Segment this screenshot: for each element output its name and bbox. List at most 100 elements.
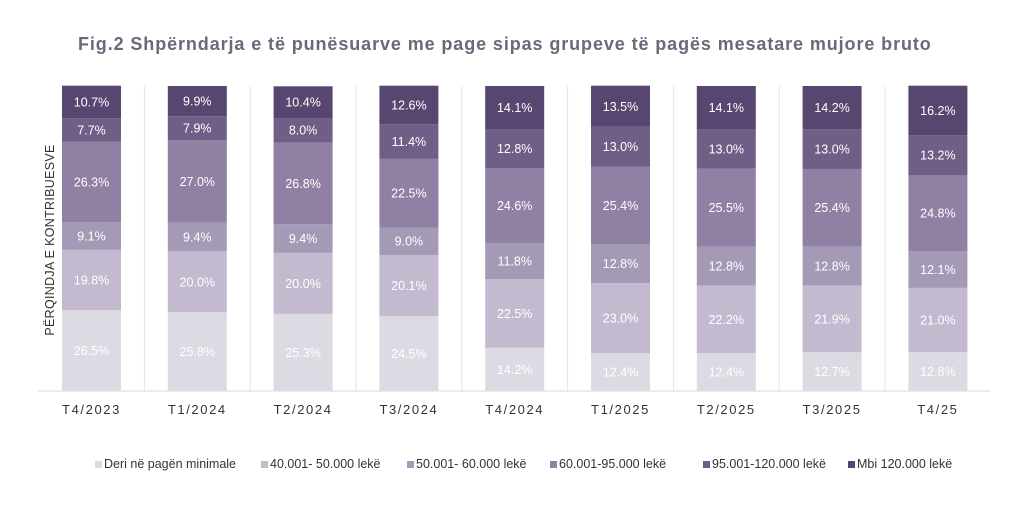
bar-segment	[696, 353, 756, 391]
x-tick-label: T1/2025	[591, 402, 650, 417]
data-label: 24.8%	[920, 207, 955, 221]
data-label: 13.2%	[920, 149, 955, 163]
x-tick-label: T2/2025	[697, 402, 756, 417]
x-axis-ticks: T4/2023 T1/2024 T2/2024 T3/2024 T4/2024 T1/20…	[62, 402, 957, 417]
data-label: 9.1%	[77, 229, 106, 243]
bar-segment	[485, 243, 545, 280]
data-label: 12.1%	[920, 263, 955, 277]
bar-segment	[802, 86, 862, 130]
data-label: 9.4%	[183, 230, 212, 244]
bar-segment	[379, 158, 439, 228]
bar-segment	[167, 251, 227, 313]
data-label: 13.0%	[603, 140, 638, 154]
bar-segment	[62, 249, 121, 311]
data-label: 16.2%	[920, 104, 955, 118]
bar-segment	[908, 175, 968, 252]
legend-swatch	[407, 461, 414, 468]
bar-segment	[167, 312, 227, 391]
data-label: 9.0%	[395, 235, 424, 249]
data-label: 21.0%	[920, 313, 955, 327]
legend-entry: 40.001- 50.000 lekë	[270, 457, 381, 471]
legend-entry: 60.001-95.000 lekë	[559, 457, 666, 471]
bar-segment	[167, 222, 227, 252]
data-label: 9.4%	[289, 232, 318, 246]
bar-segment	[696, 86, 756, 130]
bar-segment	[62, 85, 121, 119]
data-label: 13.5%	[603, 100, 638, 114]
x-tick-label: T3/2024	[379, 402, 438, 417]
y-axis-label: PËRQINDJA E KONTRIBUESVE	[43, 144, 57, 335]
data-label: 14.1%	[497, 101, 532, 115]
data-label: 9.9%	[183, 95, 212, 109]
bar-segment	[485, 279, 545, 348]
data-label: 14.2%	[814, 101, 849, 115]
bar-segment	[696, 285, 756, 354]
bar-segment	[908, 251, 968, 288]
bar-segment	[802, 246, 862, 286]
legend-entry: Mbi 120.000 lekë	[857, 457, 952, 471]
bars-group: 26.5% 19.8% 9.1% 26.3% 7.7% 10.7% 25.8% 20.0% 9.…	[38, 85, 990, 392]
bar-segment	[379, 85, 439, 125]
data-label: 25.5%	[709, 201, 744, 215]
data-label: 7.7%	[77, 124, 106, 138]
bar-segment	[908, 287, 968, 352]
bar-segment	[591, 353, 650, 391]
legend-entry: 50.001- 60.000 lekë	[416, 457, 527, 471]
bar-segment	[273, 142, 333, 225]
bar-segment	[379, 227, 439, 255]
bar-segment	[273, 224, 333, 253]
data-label: 22.5%	[391, 187, 426, 201]
bar-segment	[802, 352, 862, 391]
legend-swatch	[261, 461, 268, 468]
x-tick-label: T1/2024	[168, 402, 227, 417]
data-label: 26.3%	[74, 175, 109, 189]
bar-segment	[62, 118, 121, 142]
bar-segment	[273, 252, 333, 314]
data-label: 12.8%	[497, 142, 532, 156]
data-label: 14.1%	[709, 101, 744, 115]
bar-segment	[908, 135, 968, 176]
data-label: 10.4%	[285, 96, 320, 110]
data-label: 12.8%	[603, 257, 638, 271]
bar-segment	[591, 283, 650, 354]
data-label: 24.6%	[497, 199, 532, 213]
bar-segment	[379, 124, 439, 159]
bar-segment	[62, 141, 121, 223]
bar-segment	[167, 86, 227, 117]
data-label: 12.7%	[814, 365, 849, 379]
data-label: 14.2%	[497, 363, 532, 377]
data-label: 26.5%	[74, 344, 109, 358]
bar-segment	[591, 126, 650, 167]
data-label: 11.8%	[497, 255, 532, 269]
data-label: 12.4%	[709, 366, 744, 380]
data-label: 8.0%	[289, 124, 318, 138]
data-label: 12.6%	[391, 98, 426, 112]
bar-segment	[167, 116, 227, 141]
legend: Deri në pagën minimale 40.001- 50.000 lek…	[95, 457, 952, 471]
data-label: 13.0%	[709, 142, 744, 156]
legend-entry: Deri në pagën minimale	[104, 457, 236, 471]
data-label: 21.9%	[814, 312, 849, 326]
data-label: 22.2%	[709, 313, 744, 327]
data-label: 19.8%	[74, 273, 109, 287]
bar-segment	[167, 140, 227, 223]
bar-segment	[908, 351, 968, 391]
bar-segment	[62, 222, 121, 250]
bar-segment	[802, 168, 862, 247]
x-tick-label: T2/2024	[274, 402, 333, 417]
bar-segment	[591, 166, 650, 244]
bar-segment	[485, 168, 545, 244]
bar-segment	[802, 129, 862, 169]
bar-segment	[908, 85, 968, 136]
data-label: 27.0%	[180, 175, 215, 189]
data-label: 20.0%	[285, 277, 320, 291]
bar-segment	[62, 310, 121, 391]
data-label: 12.8%	[709, 259, 744, 273]
bar-segment	[802, 285, 862, 353]
bar-segment	[591, 243, 650, 284]
x-tick-label: T4/2024	[485, 402, 544, 417]
data-label: 25.4%	[603, 199, 638, 213]
data-label: 11.4%	[392, 135, 427, 149]
bar-segment	[485, 347, 545, 391]
